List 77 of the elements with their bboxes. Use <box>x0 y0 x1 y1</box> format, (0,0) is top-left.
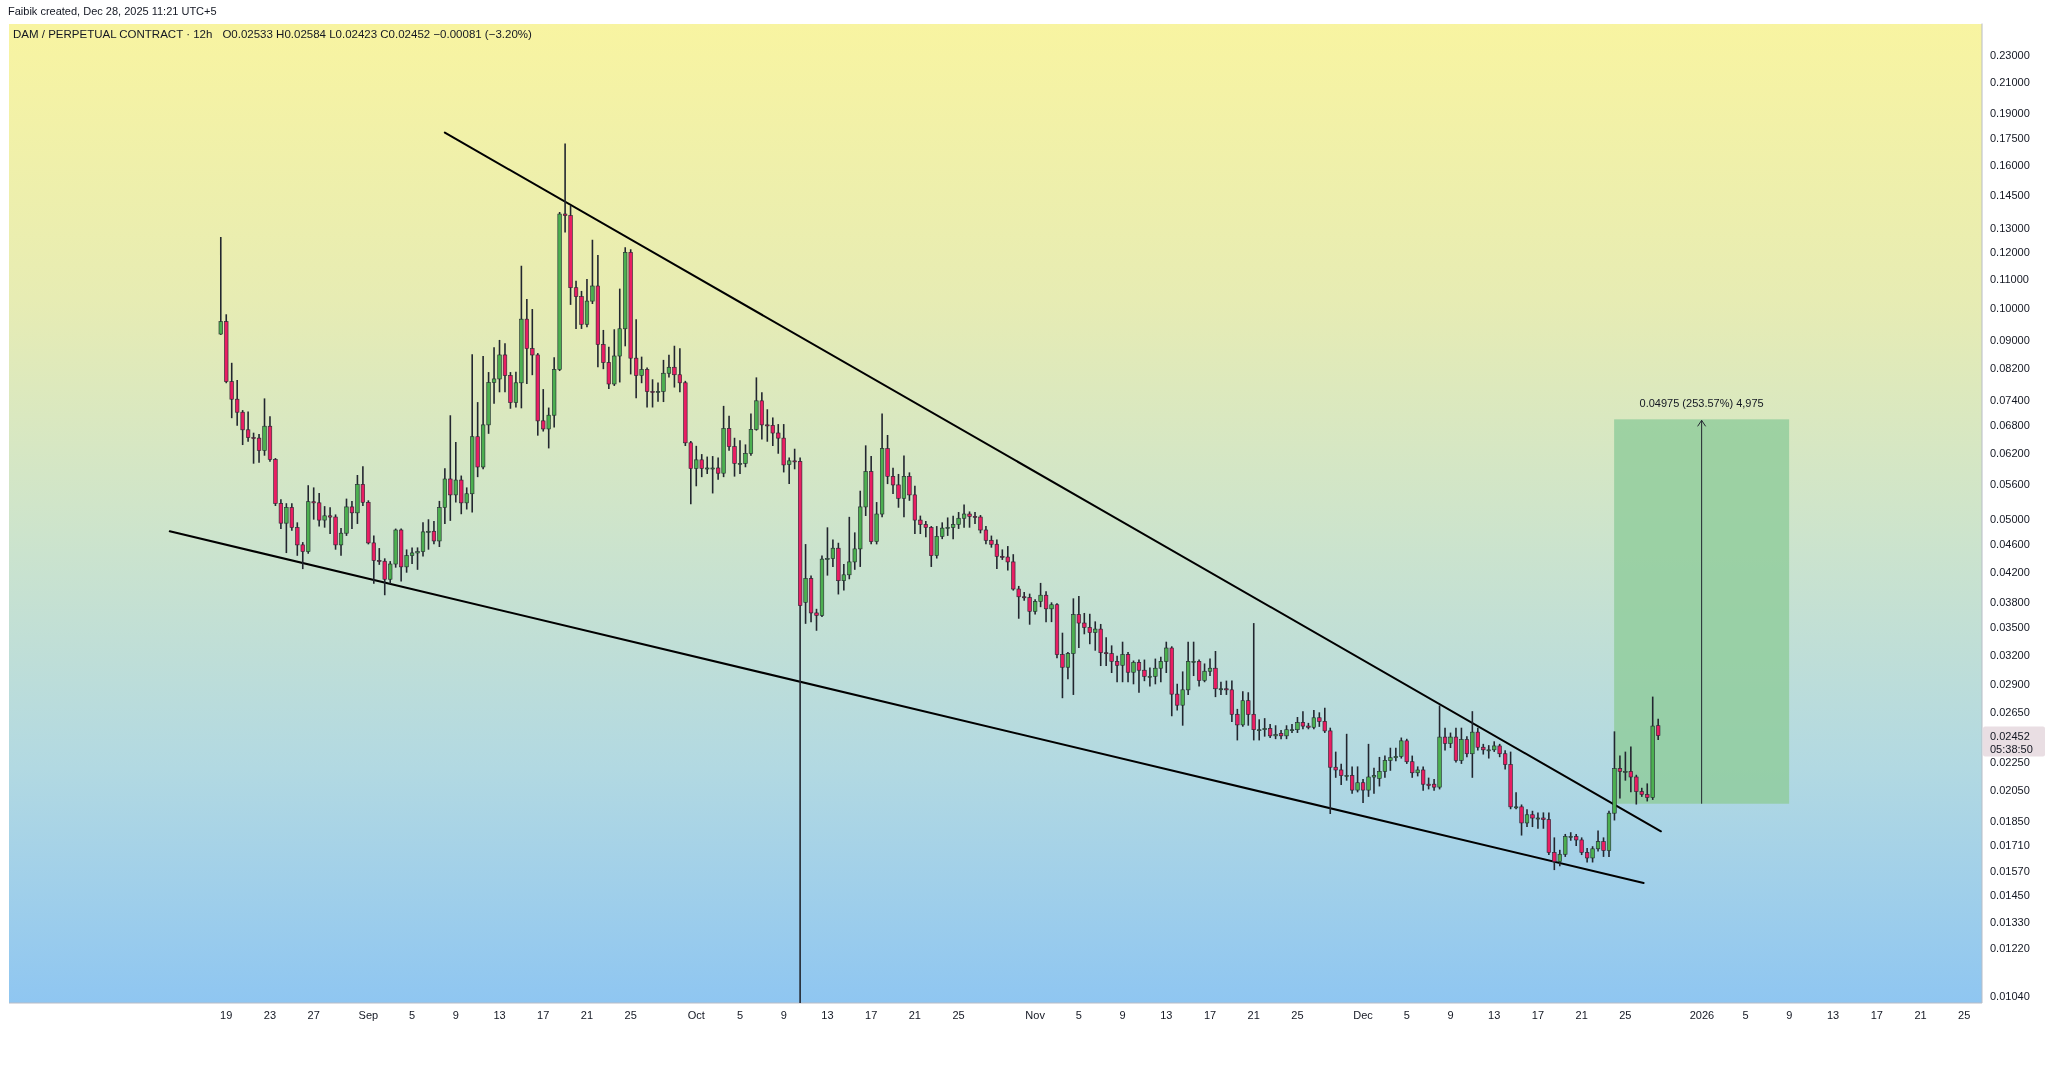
x-tick-label: 17 <box>1531 1008 1545 1021</box>
x-tick-label: 21 <box>1575 1008 1588 1021</box>
x-tick-label: 5 <box>736 1008 744 1021</box>
x-tick-label: 25 <box>1619 1008 1632 1021</box>
x-tick-label: 9 <box>1447 1008 1454 1021</box>
y-tick-label: 0.03500 <box>1990 621 2030 634</box>
x-tick-label: 9 <box>1786 1008 1793 1021</box>
x-tick-label: 25 <box>952 1008 965 1021</box>
y-tick-label: 0.17500 <box>1990 131 2030 144</box>
x-tick-label: 23 <box>263 1008 277 1021</box>
x-tick-label: Dec <box>1353 1008 1374 1021</box>
y-tick-label: 0.01710 <box>1990 839 2030 852</box>
y-tick-label: 0.04600 <box>1990 538 2030 551</box>
y-tick-label: 0.02050 <box>1990 783 2030 796</box>
y-tick-label: 0.08200 <box>1990 362 2030 375</box>
y-tick-label: 0.02250 <box>1990 755 2030 768</box>
y-tick-label: 0.01450 <box>1990 889 2030 902</box>
y-tick-label: 0.01850 <box>1990 815 2030 828</box>
y-tick-label: 0.09000 <box>1990 333 2030 346</box>
y-tick-label: 0.02650 <box>1990 705 2030 718</box>
chart-subtitle: O0.02533 H0.02584 L0.02423 C0.02452 −0.00081 (−3.20%) <box>222 27 532 40</box>
x-tick-label: 17 <box>1203 1008 1217 1021</box>
x-tick-label: 19 <box>220 1008 233 1021</box>
y-tick-label: 0.19000 <box>1990 106 2030 119</box>
y-tick-label: 0.01330 <box>1990 915 2030 928</box>
x-tick-label: Sep <box>358 1008 379 1021</box>
x-tick-label: 9 <box>452 1008 459 1021</box>
y-tick-label: 0.06200 <box>1990 447 2030 460</box>
x-tick-label: 5 <box>409 1008 416 1021</box>
x-tick-label: Oct <box>687 1008 705 1021</box>
y-tick-label: 0.14500 <box>1990 188 2030 201</box>
y-tick-label: 0.01040 <box>1990 990 2030 1003</box>
x-tick-label: 5 <box>1403 1008 1410 1021</box>
y-tick-label: 0.05600 <box>1990 478 2030 491</box>
x-tick-label: 17 <box>1870 1008 1883 1021</box>
x-tick-label: 21 <box>908 1008 922 1021</box>
x-tick-label: Nov <box>1025 1008 1046 1021</box>
y-tick-label: 0.03800 <box>1990 596 2030 609</box>
x-tick-label: 17 <box>537 1008 550 1021</box>
y-tick-label: 0.12000 <box>1990 246 2030 259</box>
y-tick-label: 0.16000 <box>1990 158 2030 171</box>
y-tick-label: 0.06800 <box>1990 419 2030 432</box>
x-tick-label: 13 <box>493 1008 506 1021</box>
y-tick-label: 0.21000 <box>1990 76 2030 89</box>
x-tick-label: 13 <box>1488 1008 1501 1021</box>
x-tick-label: 25 <box>624 1008 637 1021</box>
x-tick-label: 25 <box>1958 1008 1971 1021</box>
text: 05:38:50 <box>1990 742 2033 755</box>
x-tick-label: 5 <box>1742 1008 1749 1021</box>
y-tick-label: 0.10000 <box>1990 301 2030 314</box>
x-tick-label: 21 <box>1914 1008 1927 1021</box>
x-tick-label: 21 <box>580 1008 594 1021</box>
x-tick-label: 9 <box>780 1008 787 1021</box>
y-tick-label: 0.05000 <box>1990 512 2030 525</box>
x-tick-label: 17 <box>865 1008 878 1021</box>
x-tick-label: 21 <box>1247 1008 1260 1021</box>
x-tick-label: 9 <box>1119 1008 1126 1021</box>
x-tick-label: 13 <box>1826 1008 1840 1021</box>
x-tick-label: 25 <box>1291 1008 1304 1021</box>
y-tick-label: 0.03200 <box>1990 648 2030 661</box>
y-tick-label: 0.13000 <box>1990 222 2030 235</box>
y-tick-label: 0.11000 <box>1990 272 2029 285</box>
y-tick-label: 0.01570 <box>1990 865 2030 878</box>
y-tick-label: 0.02900 <box>1990 678 2030 691</box>
y-tick-label: 0.07400 <box>1990 393 2030 406</box>
y-tick-label: 0.01220 <box>1990 941 2030 954</box>
data-label: 0.04975 (253.57%) 4,975 <box>1639 397 1764 410</box>
text: Faibik created, Dec 28, 2025 11:21 UTC+5 <box>8 4 217 18</box>
text: 0.02452 <box>1990 729 2030 742</box>
x-tick-label: 2026 <box>1689 1008 1715 1021</box>
x-tick-label: 27 <box>307 1008 320 1021</box>
x-tick-label: 13 <box>821 1008 834 1021</box>
y-tick-label: 0.04200 <box>1990 565 2030 578</box>
chart-title: DAM / PERPETUAL CONTRACT · 12h <box>13 27 213 40</box>
x-tick-label: 13 <box>1160 1008 1173 1021</box>
y-tick-label: 0.23000 <box>1990 48 2030 61</box>
x-tick-label: 5 <box>1075 1008 1082 1021</box>
